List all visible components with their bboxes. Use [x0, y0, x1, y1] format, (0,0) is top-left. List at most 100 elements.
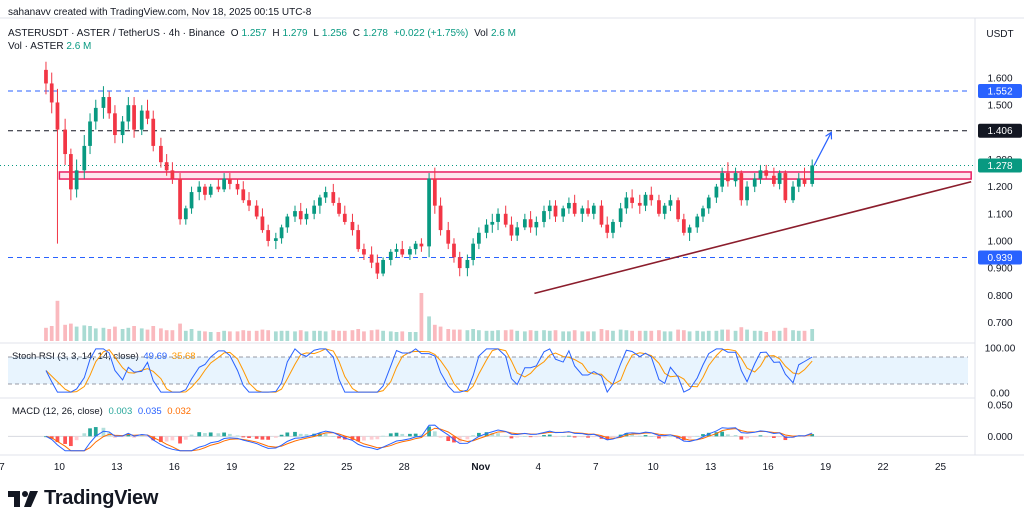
- candle-body[interactable]: [676, 200, 680, 220]
- candle-body[interactable]: [145, 110, 150, 119]
- candle-body[interactable]: [720, 173, 725, 187]
- candle-body[interactable]: [572, 202, 577, 214]
- candle-body[interactable]: [586, 208, 590, 214]
- candle-body[interactable]: [337, 202, 341, 214]
- candle-body[interactable]: [791, 186, 795, 201]
- candle-body[interactable]: [293, 211, 297, 217]
- candle-body[interactable]: [63, 129, 67, 155]
- candle-body[interactable]: [471, 243, 476, 260]
- candle-body[interactable]: [772, 175, 776, 184]
- candle-body[interactable]: [82, 145, 87, 171]
- candle-body[interactable]: [120, 121, 125, 136]
- candle-body[interactable]: [553, 205, 558, 217]
- candle-body[interactable]: [203, 186, 207, 195]
- candle-body[interactable]: [484, 224, 489, 233]
- candle-body[interactable]: [88, 121, 92, 146]
- candle-body[interactable]: [802, 178, 807, 184]
- candle-body[interactable]: [197, 186, 202, 193]
- candle-body[interactable]: [74, 170, 79, 190]
- candle-body[interactable]: [318, 197, 322, 206]
- candle-body[interactable]: [381, 259, 385, 274]
- candle-body[interactable]: [515, 227, 520, 236]
- candle-body[interactable]: [369, 254, 374, 263]
- candle-body[interactable]: [159, 145, 163, 163]
- candle-body[interactable]: [216, 186, 221, 190]
- candle-body[interactable]: [777, 173, 782, 184]
- candle-body[interactable]: [235, 183, 240, 190]
- candle-body[interactable]: [547, 205, 552, 212]
- candle-body[interactable]: [413, 243, 418, 250]
- candle-body[interactable]: [783, 173, 788, 201]
- candle-body[interactable]: [247, 200, 251, 206]
- symbol-name[interactable]: ASTERUSDT · ASTER / TetherUS · 4h · Bina…: [8, 28, 225, 39]
- candle-body[interactable]: [362, 249, 366, 255]
- candle-body[interactable]: [542, 211, 546, 222]
- candle-body[interactable]: [496, 213, 500, 222]
- candle-body[interactable]: [605, 224, 610, 233]
- candle-body[interactable]: [611, 221, 615, 233]
- candle-body[interactable]: [624, 197, 629, 209]
- candle-body[interactable]: [509, 224, 514, 236]
- candle-body[interactable]: [151, 118, 156, 146]
- candle-body[interactable]: [227, 178, 232, 184]
- candle-body[interactable]: [222, 178, 226, 190]
- projection-arrow-line[interactable]: [813, 132, 832, 166]
- candle-body[interactable]: [273, 238, 278, 241]
- candle-body[interactable]: [701, 208, 705, 217]
- candle-body[interactable]: [44, 69, 48, 84]
- candle-body[interactable]: [107, 97, 112, 114]
- candle-body[interactable]: [752, 178, 757, 187]
- candle-body[interactable]: [189, 192, 194, 209]
- candle-body[interactable]: [490, 221, 495, 225]
- candle-body[interactable]: [101, 97, 106, 108]
- candle-body[interactable]: [113, 113, 117, 136]
- candle-body[interactable]: [298, 211, 303, 220]
- candle-body[interactable]: [69, 154, 73, 190]
- candle-body[interactable]: [657, 200, 661, 214]
- candle-body[interactable]: [567, 202, 571, 209]
- candle-body[interactable]: [668, 200, 673, 206]
- candle-body[interactable]: [796, 178, 801, 187]
- candle-body[interactable]: [726, 173, 730, 182]
- resistance-zone[interactable]: [58, 171, 972, 180]
- candle-body[interactable]: [534, 221, 539, 228]
- candle-body[interactable]: [432, 178, 437, 206]
- candle-body[interactable]: [350, 221, 355, 231]
- candle-body[interactable]: [637, 202, 642, 206]
- candle-body[interactable]: [446, 230, 451, 244]
- candle-body[interactable]: [178, 178, 182, 220]
- candle-body[interactable]: [630, 197, 634, 203]
- candle-body[interactable]: [599, 205, 604, 225]
- candle-body[interactable]: [733, 173, 738, 182]
- candle-body[interactable]: [139, 110, 144, 130]
- candle-body[interactable]: [465, 259, 470, 269]
- candle-body[interactable]: [739, 173, 744, 201]
- candle-body[interactable]: [356, 230, 361, 250]
- candle-body[interactable]: [643, 194, 648, 206]
- candle-body[interactable]: [254, 205, 259, 217]
- candle-body[interactable]: [183, 208, 188, 220]
- candle-body[interactable]: [662, 205, 667, 214]
- candle-body[interactable]: [706, 197, 711, 209]
- candle-body[interactable]: [170, 170, 175, 179]
- tradingview-logo[interactable]: TradingView: [8, 487, 158, 510]
- candle-body[interactable]: [714, 186, 719, 198]
- candle-body[interactable]: [394, 249, 399, 252]
- candle-body[interactable]: [695, 216, 700, 228]
- candle-body[interactable]: [388, 251, 393, 260]
- candle-body[interactable]: [427, 178, 431, 247]
- candle-body[interactable]: [745, 186, 749, 201]
- candle-body[interactable]: [164, 162, 169, 171]
- candle-body[interactable]: [649, 194, 654, 201]
- candle-body[interactable]: [342, 213, 347, 222]
- candle-body[interactable]: [457, 257, 462, 269]
- candle-body[interactable]: [438, 205, 443, 231]
- candle-body[interactable]: [452, 243, 456, 258]
- candle-body[interactable]: [419, 243, 424, 247]
- candle-body[interactable]: [241, 189, 246, 201]
- candle-body[interactable]: [208, 186, 213, 195]
- volume-legend-label[interactable]: Vol · ASTER: [8, 41, 64, 52]
- candle-body[interactable]: [49, 83, 54, 103]
- candle-body[interactable]: [260, 216, 265, 231]
